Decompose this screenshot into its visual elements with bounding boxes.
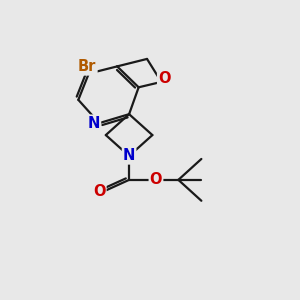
Text: O: O (93, 184, 106, 199)
Text: Br: Br (78, 59, 97, 74)
Text: O: O (158, 71, 171, 86)
Text: N: N (123, 148, 135, 164)
Text: O: O (150, 172, 162, 188)
Text: N: N (88, 116, 100, 130)
